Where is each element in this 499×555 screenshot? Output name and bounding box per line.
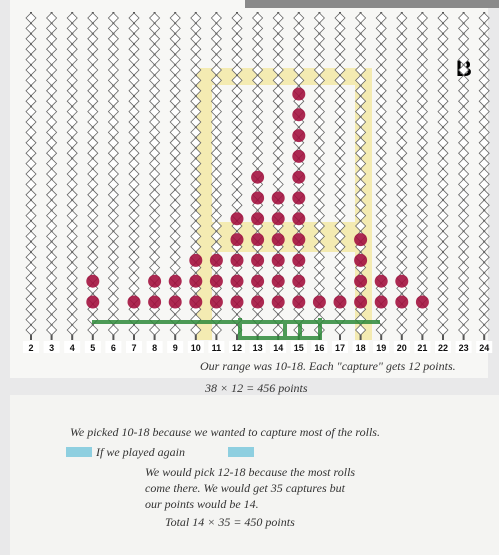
column-number: 24 bbox=[479, 343, 489, 353]
roll-dot bbox=[395, 296, 408, 309]
column-number: 23 bbox=[459, 343, 469, 353]
roll-dot bbox=[292, 212, 305, 225]
roll-dot bbox=[169, 296, 182, 309]
worksheet-photo: B 23456789101112131415161718192021222324… bbox=[0, 0, 499, 555]
roll-dot bbox=[272, 296, 285, 309]
roll-dot bbox=[272, 275, 285, 288]
roll-dot bbox=[86, 275, 99, 288]
column-number: 8 bbox=[152, 343, 157, 353]
column-number: 9 bbox=[173, 343, 178, 353]
roll-dot bbox=[354, 296, 367, 309]
roll-dot bbox=[292, 129, 305, 142]
roll-dot bbox=[231, 212, 244, 225]
roll-dot bbox=[292, 233, 305, 246]
roll-dot bbox=[272, 233, 285, 246]
roll-dot bbox=[210, 254, 223, 267]
column-number: 19 bbox=[376, 343, 386, 353]
roll-dot bbox=[231, 296, 244, 309]
column-number: 11 bbox=[212, 343, 222, 353]
shadow bbox=[245, 0, 499, 8]
roll-dot bbox=[292, 88, 305, 101]
roll-dot bbox=[292, 296, 305, 309]
roll-dot bbox=[416, 296, 429, 309]
roll-dot bbox=[231, 275, 244, 288]
column-number: 12 bbox=[232, 343, 242, 353]
column-number: 20 bbox=[397, 343, 407, 353]
roll-dot bbox=[169, 275, 182, 288]
roll-dot bbox=[251, 254, 264, 267]
roll-dot bbox=[292, 171, 305, 184]
note: our points would be 14. bbox=[145, 497, 259, 511]
note: If we played again bbox=[95, 445, 185, 459]
roll-dot bbox=[395, 275, 408, 288]
roll-dot bbox=[272, 192, 285, 205]
column-number: 2 bbox=[28, 343, 33, 353]
column-number: 15 bbox=[294, 343, 304, 353]
note: 38 × 12 = 456 points bbox=[204, 381, 308, 395]
roll-dot bbox=[148, 275, 161, 288]
roll-dot bbox=[128, 296, 141, 309]
column-number: 7 bbox=[131, 343, 136, 353]
roll-dot bbox=[334, 296, 347, 309]
roll-dot bbox=[251, 212, 264, 225]
roll-dot bbox=[292, 275, 305, 288]
page: B 23456789101112131415161718192021222324… bbox=[0, 0, 499, 555]
column-number: 3 bbox=[49, 343, 54, 353]
roll-dot bbox=[292, 108, 305, 121]
highlight-mark bbox=[228, 447, 254, 457]
roll-dot bbox=[210, 275, 223, 288]
column-number: 6 bbox=[111, 343, 116, 353]
column-number: 10 bbox=[191, 343, 201, 353]
column-number: 5 bbox=[90, 343, 95, 353]
roll-dot bbox=[86, 296, 99, 309]
column-number: 18 bbox=[356, 343, 366, 353]
roll-dot bbox=[354, 275, 367, 288]
roll-dot bbox=[251, 233, 264, 246]
column-number: 17 bbox=[335, 343, 345, 353]
roll-dot bbox=[354, 254, 367, 267]
note: Our range was 10-18. Each "capture" gets… bbox=[200, 359, 456, 373]
roll-dot bbox=[231, 254, 244, 267]
note: We picked 10-18 because we wanted to cap… bbox=[70, 425, 380, 439]
roll-dot bbox=[210, 296, 223, 309]
roll-dot bbox=[251, 192, 264, 205]
roll-dot bbox=[375, 296, 388, 309]
roll-dot bbox=[251, 171, 264, 184]
column-number: 16 bbox=[314, 343, 324, 353]
column-number: 4 bbox=[70, 343, 75, 353]
roll-dot bbox=[292, 254, 305, 267]
roll-dot bbox=[354, 233, 367, 246]
column-number: 22 bbox=[438, 343, 448, 353]
roll-dot bbox=[375, 275, 388, 288]
roll-dot bbox=[189, 275, 202, 288]
roll-dot bbox=[251, 275, 264, 288]
column-number: 14 bbox=[273, 343, 283, 353]
highlight-mark bbox=[66, 447, 92, 457]
roll-dot bbox=[272, 254, 285, 267]
roll-dot bbox=[189, 296, 202, 309]
roll-dot bbox=[231, 233, 244, 246]
roll-dot bbox=[313, 296, 326, 309]
roll-dot bbox=[292, 150, 305, 163]
roll-dot bbox=[189, 254, 202, 267]
roll-dot bbox=[251, 296, 264, 309]
note: Total 14 × 35 = 450 points bbox=[165, 515, 295, 529]
roll-dot bbox=[148, 296, 161, 309]
column-number: 13 bbox=[253, 343, 263, 353]
note: come there. We would get 35 captures but bbox=[145, 481, 346, 495]
note: We would pick 12-18 because the most rol… bbox=[145, 465, 355, 479]
roll-dot bbox=[292, 192, 305, 205]
column-number: 21 bbox=[417, 343, 427, 353]
roll-dot bbox=[272, 212, 285, 225]
